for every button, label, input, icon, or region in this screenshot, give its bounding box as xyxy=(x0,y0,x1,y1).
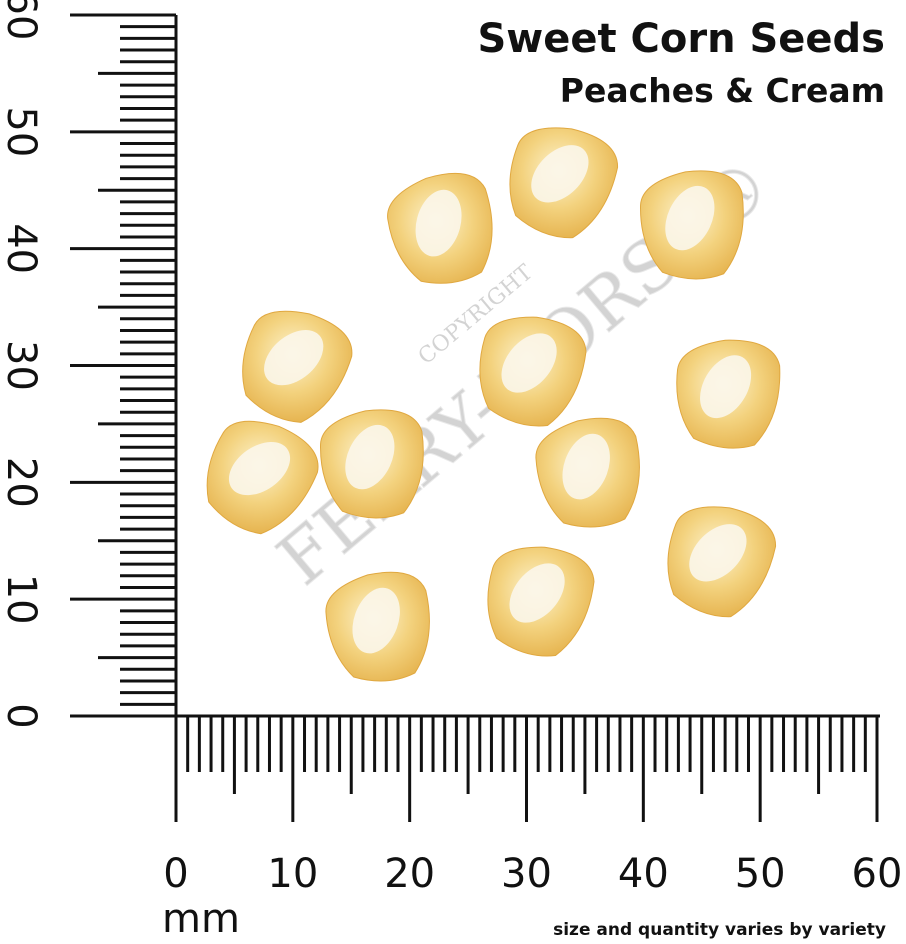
corn-kernel xyxy=(667,506,777,618)
x-ruler-label: 60 xyxy=(852,851,903,897)
x-ruler-label: 30 xyxy=(501,851,552,897)
corn-kernel xyxy=(640,170,744,280)
kernel-germ xyxy=(509,563,565,623)
kernel-germ xyxy=(689,524,747,582)
kernel-germ xyxy=(352,587,400,654)
y-ruler-label: 10 xyxy=(0,574,44,625)
ruler xyxy=(70,13,880,822)
y-ruler-label: 40 xyxy=(0,223,44,274)
x-ruler-label: 10 xyxy=(267,851,318,897)
kernel-germ xyxy=(531,145,589,203)
x-ruler-label: 20 xyxy=(384,851,435,897)
kernel-germ xyxy=(501,333,557,393)
kernel-germ xyxy=(700,355,752,419)
kernel-germ xyxy=(228,442,291,496)
corn-kernel xyxy=(509,127,619,239)
x-ruler-label: 0 xyxy=(163,851,188,897)
kernel-germ xyxy=(562,433,610,500)
y-ruler-label: 20 xyxy=(0,457,44,508)
corn-kernel xyxy=(206,420,319,535)
subtitle: Peaches & Cream xyxy=(560,71,885,110)
x-ruler-label: 50 xyxy=(735,851,786,897)
corn-kernel xyxy=(242,310,353,423)
corn-kernel xyxy=(535,417,640,528)
kernel-germ xyxy=(665,185,715,251)
corn-kernel xyxy=(676,339,781,449)
corn-kernel xyxy=(479,316,587,427)
title: Sweet Corn Seeds xyxy=(477,16,885,62)
corn-kernel xyxy=(320,409,424,519)
corn-kernels xyxy=(206,127,781,682)
footnote: size and quantity varies by variety xyxy=(553,920,886,940)
x-ruler-label: 40 xyxy=(618,851,669,897)
y-ruler-label: 50 xyxy=(0,106,44,157)
y-ruler-label: 30 xyxy=(0,340,44,391)
unit-label: mm xyxy=(162,896,240,942)
kernel-germ xyxy=(415,189,462,257)
corn-kernel xyxy=(387,172,493,284)
corn-kernel xyxy=(487,546,595,657)
kernel-germ xyxy=(345,424,395,490)
y-ruler-label: 60 xyxy=(0,0,44,40)
kernel-germ xyxy=(264,330,324,386)
corn-kernel xyxy=(325,571,430,682)
y-ruler-label: 0 xyxy=(0,703,44,728)
